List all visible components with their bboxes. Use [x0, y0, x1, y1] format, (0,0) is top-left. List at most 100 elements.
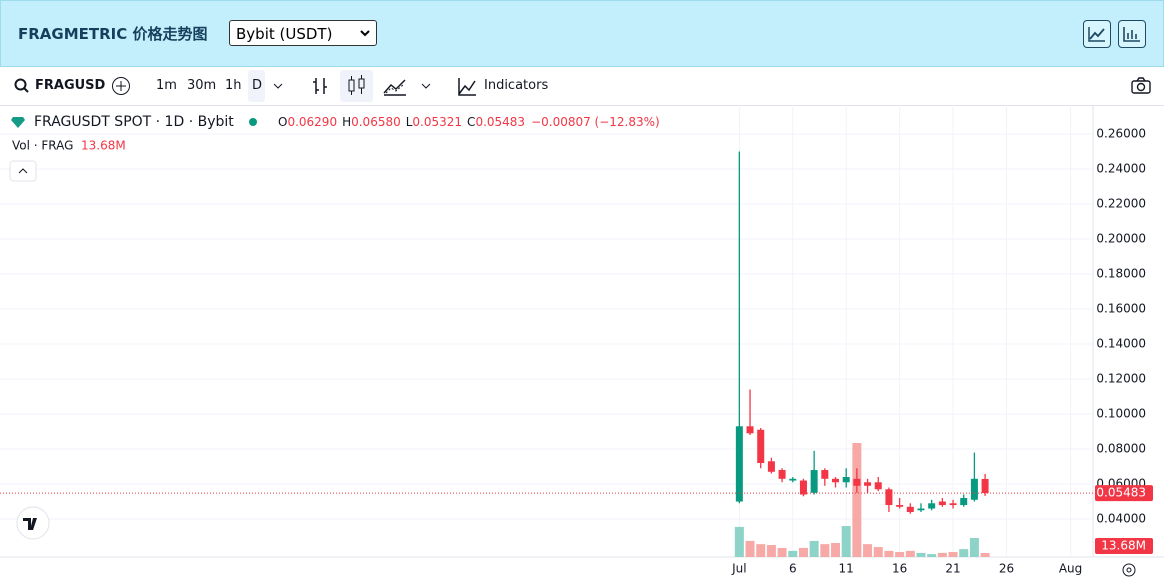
bar-chart-button[interactable] — [1118, 20, 1146, 48]
settings-icon[interactable] — [1122, 563, 1136, 577]
bar-type[interactable] — [310, 75, 330, 97]
x-tick-label: 6 — [789, 562, 797, 576]
candle-type[interactable] — [340, 70, 373, 102]
symbol-logo — [11, 117, 25, 128]
volume-bar — [852, 443, 862, 557]
volume-value: 13.68M — [81, 139, 126, 153]
volume-bar — [788, 550, 798, 557]
toolbar: FRAGUSD 1m 30m 1h D Indicators — [0, 67, 1164, 106]
volume-bar — [820, 544, 830, 557]
dropdown[interactable] — [272, 82, 284, 90]
candle-body — [864, 482, 872, 486]
volume-bar — [937, 552, 947, 557]
dropdown[interactable] — [420, 82, 432, 90]
y-tick-label: 0.04000 — [1096, 512, 1146, 526]
y-tick-label: 0.12000 — [1096, 372, 1146, 386]
volume-bar — [777, 547, 787, 557]
exchange-label: Bybit (USDT) — [236, 25, 333, 43]
candle-body — [917, 508, 925, 511]
add-symbol[interactable] — [111, 76, 131, 96]
interval[interactable]: D — [252, 78, 263, 93]
x-tick-label: 26 — [999, 562, 1014, 576]
candle-body — [970, 478, 978, 500]
candle-body — [810, 470, 818, 493]
volume-bar — [841, 526, 851, 557]
low-label: L — [406, 115, 413, 129]
volume-bar — [766, 545, 776, 557]
volume-bar — [734, 526, 744, 557]
volume-bar — [884, 550, 894, 557]
search-icon[interactable] — [14, 78, 30, 94]
candle-body — [832, 478, 840, 483]
last-volume-box — [1095, 538, 1153, 554]
status-dot — [249, 118, 257, 126]
y-tick-label: 0.08000 — [1096, 442, 1146, 456]
volume-bar — [873, 547, 883, 557]
y-tick-label: 0.18000 — [1096, 267, 1146, 281]
interval[interactable]: 1m — [156, 78, 177, 93]
y-tick-label: 0.20000 — [1096, 232, 1146, 246]
volume-bar — [916, 552, 926, 557]
y-tick-label: 0.24000 — [1096, 162, 1146, 176]
header: FRAGMETRIC 价格走势图 Bybit (USDT) — [0, 0, 1164, 67]
volume-bar — [798, 547, 808, 557]
line-chart-button[interactable] — [1083, 20, 1111, 48]
volume-bar — [895, 552, 905, 557]
x-tick-label: 11 — [839, 562, 854, 576]
symbol[interactable]: FRAGUSD — [35, 78, 106, 93]
arrow — [360, 30, 370, 37]
candle-body — [842, 477, 850, 483]
x-tick-label: Jul — [731, 562, 746, 576]
y-tick-label: 0.26000 — [1096, 127, 1146, 141]
candle-body — [960, 498, 968, 506]
candle-body — [789, 478, 797, 481]
candle-body — [906, 506, 914, 513]
active-interval-bg — [248, 70, 265, 102]
collapse-icon — [18, 168, 28, 174]
volume-bar — [905, 550, 915, 557]
interval[interactable]: 30m — [187, 78, 217, 93]
exchange-select[interactable]: Bybit (USDT) — [229, 20, 377, 46]
volume-bar — [863, 544, 873, 557]
open: 0.06290 — [287, 115, 337, 129]
volume-bar — [809, 540, 819, 557]
low: 0.05321 — [412, 115, 462, 129]
indicators-icon[interactable] — [456, 75, 478, 97]
last-volume-label: 13.68M — [1101, 539, 1146, 553]
marks — [0, 151, 1093, 557]
open-label: O — [278, 115, 287, 129]
x-tick-label: Aug — [1059, 562, 1082, 576]
close-label: C — [467, 115, 475, 129]
collapse-button[interactable] — [9, 160, 37, 182]
candle-body — [735, 426, 743, 502]
candle-body — [885, 489, 893, 506]
area-type[interactable] — [382, 75, 408, 97]
close: 0.05483 — [475, 115, 525, 129]
tv-logo — [16, 506, 50, 540]
high: 0.06580 — [351, 115, 401, 129]
volume-bar — [745, 540, 755, 557]
candle-body — [874, 482, 882, 490]
candle-body — [767, 461, 775, 472]
title: FRAGMETRIC 价格走势图 — [18, 25, 208, 43]
volume-bar — [831, 542, 841, 557]
last-price-box — [1095, 485, 1153, 502]
snapshot[interactable] — [1130, 76, 1152, 96]
candle-body — [821, 470, 829, 479]
legend-ohlc: O0.06290 H0.06580 L0.05321 C0.05483 −0.00807… — [278, 115, 660, 129]
indicators[interactable]: Indicators — [484, 78, 549, 93]
candle-body — [949, 503, 957, 506]
candle-body — [778, 470, 786, 479]
candle-body — [746, 426, 754, 434]
volume-label: Vol · FRAG — [12, 139, 73, 153]
interval[interactable]: 1h — [225, 78, 242, 93]
high-label: H — [342, 115, 351, 129]
change: −0.00807 (−12.83%) — [531, 115, 660, 129]
legend: FRAGUSDT SPOT · 1D · Bybit O0.06290 H0.06… — [9, 114, 660, 182]
last-price-label: 0.05483 — [1096, 486, 1146, 500]
volume-bar — [969, 538, 979, 557]
candle-body — [896, 505, 904, 507]
volume-bar — [927, 554, 937, 557]
candle-body — [928, 503, 936, 509]
